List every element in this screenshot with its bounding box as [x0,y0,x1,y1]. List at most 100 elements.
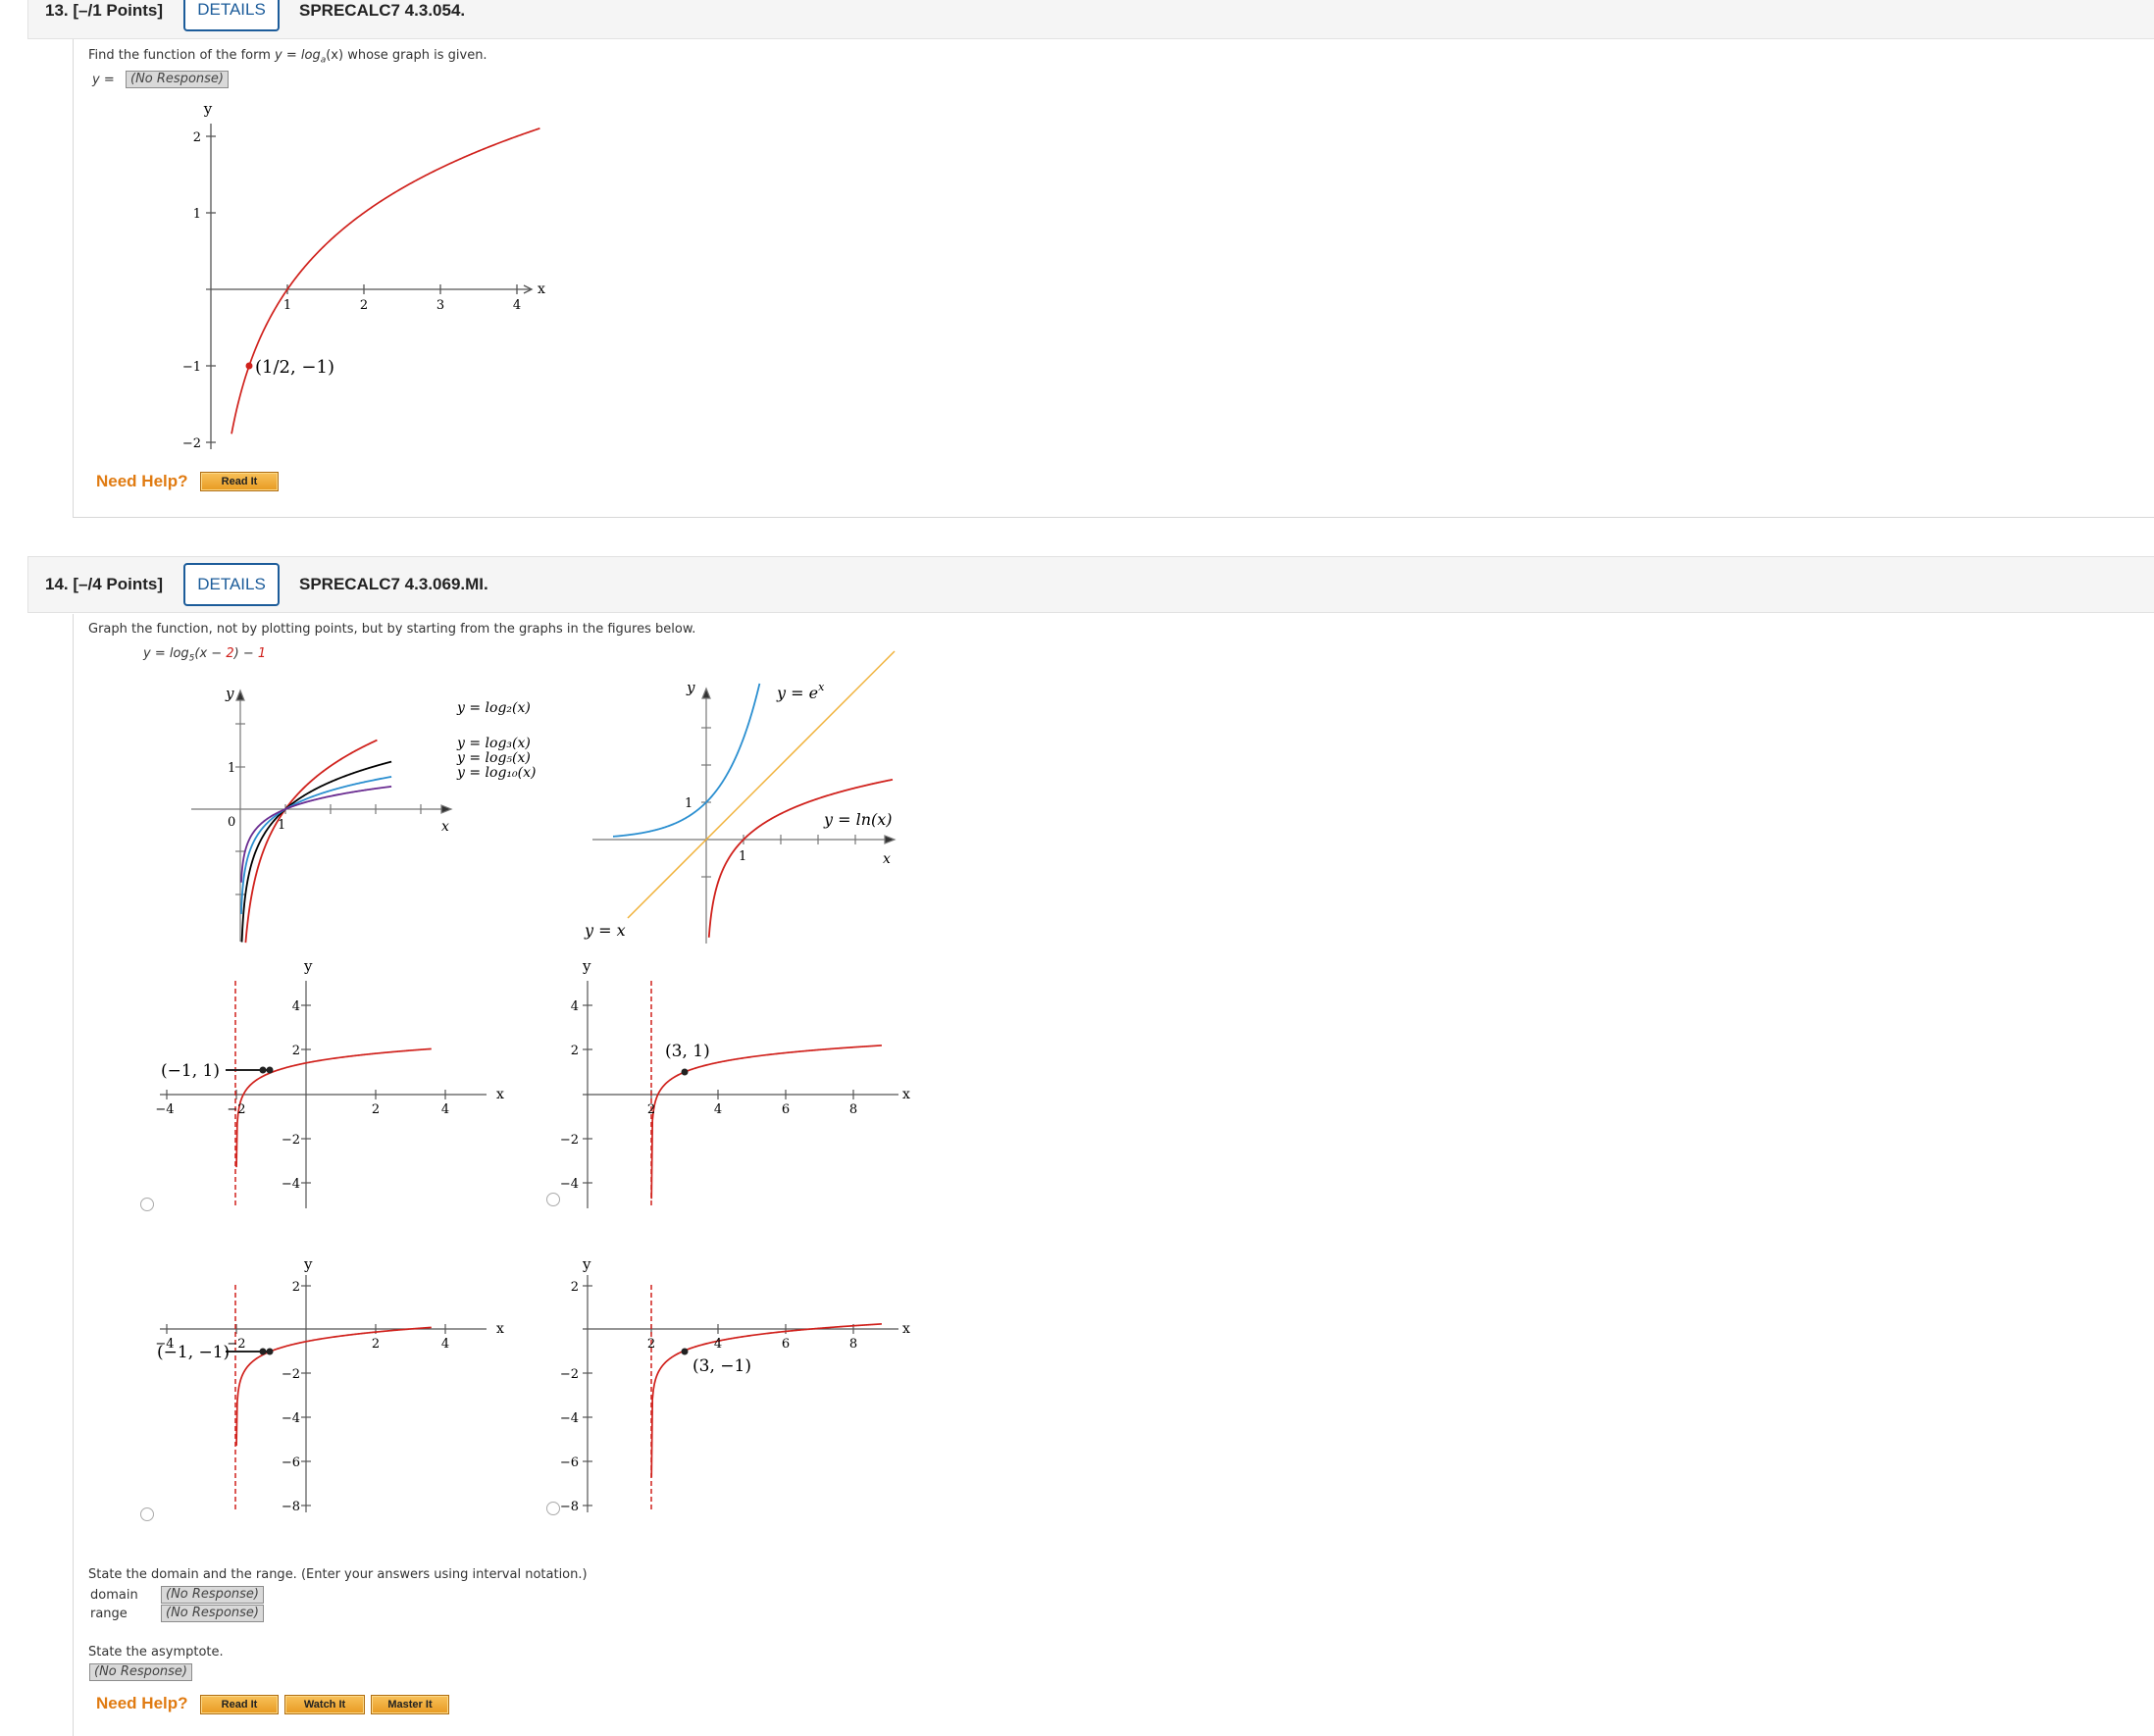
optc-x-label: x [496,1321,504,1337]
optc-y-label: y [303,1255,313,1273]
optb-ytick-2: 2 [571,1044,579,1058]
optc-ytick-m8: −8 [282,1500,300,1514]
q13-prompt-func: y = log [275,48,321,63]
opta-ytick-m2: −2 [282,1133,300,1148]
optb-point [681,1068,689,1076]
q14-read-it-button[interactable]: Read It [200,1695,279,1714]
ref2-y-arrow [701,687,711,699]
q14-range-field[interactable]: (No Response) [161,1605,264,1622]
optc-ytick-m4: −4 [282,1411,300,1426]
q13-xtick-4: 4 [513,298,521,313]
q14-code: SPRECALC7 4.3.069.MI. [299,575,488,593]
q13-body [73,39,2154,518]
opta-curve [235,1047,432,1168]
optc-xtick-2: 2 [372,1337,380,1352]
q14-func-shift-v: 1 [257,646,267,661]
q13-details-button[interactable]: DETAILS [183,0,280,31]
ref2-ln-label: y = ln(x) [823,810,893,829]
optd-xtick-6: 6 [782,1337,790,1352]
ref2-exp-label: y = ex [776,681,825,702]
q14-ref-exp-ln: y x 1 1 y = ex y = ln(x) y = x [584,650,897,944]
q14-master-it-button[interactable]: Master It [371,1695,449,1714]
optd-ytick-m8: −8 [560,1500,579,1514]
optc-ytick-2: 2 [292,1280,300,1295]
q13-code: SPRECALC7 4.3.054. [299,1,466,20]
optd-xtick-4: 4 [714,1337,722,1352]
ref1-y-arrow [235,689,245,701]
opta-xtick-2: 2 [372,1102,380,1117]
q13-prompt-tail: (x) whose graph is given. [326,48,487,63]
ref2-x-arrow [884,835,897,844]
q14-asymptote-field[interactable]: (No Response) [89,1663,192,1681]
ref1-x-arrow [440,804,453,814]
opta-x-label: x [496,1087,504,1102]
q13-read-it-button[interactable]: Read It [200,472,279,491]
optd-ytick-m4: −4 [560,1411,579,1426]
ref2-exp-curve [612,683,761,838]
optc-xtick-4: 4 [441,1337,449,1352]
q14-option-b-radio[interactable] [546,1193,560,1206]
q14-func-log: y = log [143,646,189,661]
opta-ytick-m4: −4 [282,1177,300,1192]
q14-domain-label: domain [90,1588,138,1603]
optc-point-2 [266,1348,274,1355]
optb-ytick-4: 4 [571,999,579,1014]
ref1-origin: 0 [228,815,235,830]
q13-x-label: x [538,281,545,297]
ref1-label-log5: y = log₅(x) [456,750,531,766]
optc-ytick-m2: −2 [282,1367,300,1382]
optd-ytick-m2: −2 [560,1367,579,1382]
optd-x-label: x [902,1321,910,1337]
q14-watch-it-button[interactable]: Watch It [284,1695,365,1714]
optb-y-label: y [582,957,591,975]
ref1-y-label: y [225,685,234,702]
optb-point-label: (3, 1) [665,1042,710,1061]
optd-ytick-m6: −6 [560,1455,579,1470]
ref2-ln-curve [707,778,894,938]
opta-ytick-4: 4 [292,999,300,1014]
optb-xtick-8: 8 [849,1102,857,1117]
optd-ytick-2: 2 [571,1280,579,1295]
q13-log-curve [231,128,540,434]
optc-curve [235,1326,432,1447]
q13-prompt: Find the function of the form y = loga(x… [88,48,487,66]
q14-prompt: Graph the function, not by plotting poin… [88,622,696,637]
ref1-curve-log3 [240,760,392,943]
q13-need-help: Need Help? [96,472,188,490]
optb-curve [650,1045,882,1200]
q14-option-d-radio[interactable] [546,1502,560,1515]
optd-curve [650,1323,882,1478]
ref1-label-log10: y = log₁₀(x) [456,765,536,781]
q14-option-c-graph: y x 2 −2 −4 −6 −8 −4 −2 2 4 (−1, −1) [155,1255,504,1514]
ref2-one-x: 1 [739,849,746,864]
optb-ytick-m2: −2 [560,1133,579,1148]
q14-domain-field[interactable]: (No Response) [161,1586,264,1604]
opta-xtick-4: 4 [441,1102,449,1117]
q13-point-label: (1/2, −1) [255,357,334,378]
q14-function: y = log5(x − 2) − 1 [143,646,266,664]
opta-point-2 [266,1066,274,1074]
ref1-one-x: 1 [278,818,285,833]
q14-func-open: (x − [194,646,227,661]
q14-body [73,614,2154,1736]
q13-ytick-1: 1 [193,207,201,222]
q14-asymptote-prompt: State the asymptote. [88,1645,224,1659]
ref2-identity-line [627,650,896,919]
optb-x-label: x [902,1087,910,1102]
q14-option-a-graph: y x 4 2 −2 −4 −4 −2 2 4 (−1, 1) [155,957,504,1208]
q13-answer-field[interactable]: (No Response) [126,71,229,88]
optc-ytick-m6: −6 [282,1455,300,1470]
q14-option-a-radio[interactable] [140,1198,154,1211]
ref1-curve-log5 [240,776,392,914]
optc-xtick-m4: −4 [155,1337,174,1352]
q14-need-help: Need Help? [96,1694,188,1712]
optd-point-label: (3, −1) [692,1356,751,1376]
q14-option-c-radio[interactable] [140,1507,154,1521]
q13-ytick-m2: −2 [182,436,201,451]
q14-details-button[interactable]: DETAILS [183,563,280,606]
ref1-x-label: x [441,819,449,835]
ref2-exp-label-text: y = e [776,684,818,702]
q13-answer-label: y = [92,73,115,87]
q13-xtick-2: 2 [360,298,368,313]
optd-xtick-8: 8 [849,1337,857,1352]
